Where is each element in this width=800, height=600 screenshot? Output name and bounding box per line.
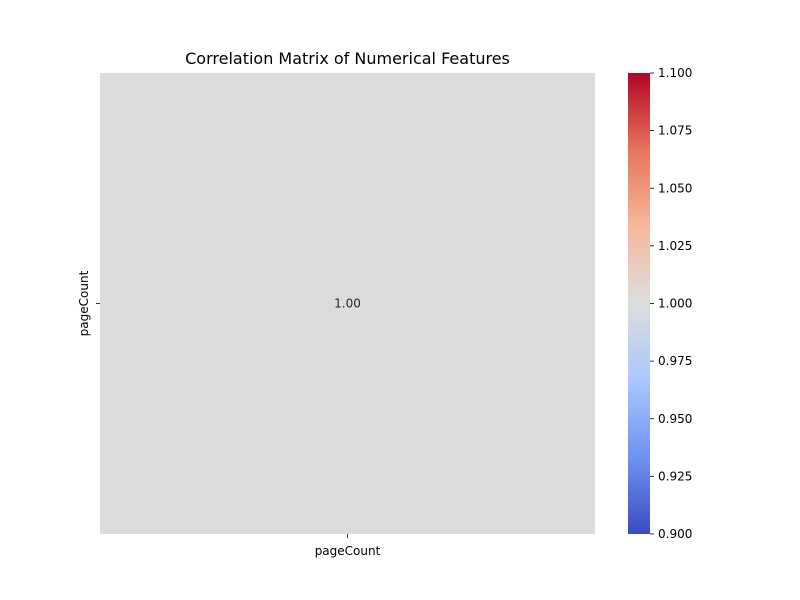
colorbar-tick-label: 0.950: [658, 412, 692, 426]
colorbar-tick-label: 1.025: [658, 239, 692, 253]
colorbar-gradient: [628, 73, 650, 534]
heatmap-cell-label: 1.00: [334, 297, 361, 311]
x-tick-label: pageCount: [315, 544, 381, 558]
x-axis: pageCount: [315, 534, 381, 558]
colorbar-ticks: 0.900 0.925 0.950 0.975 1.000 1.025 1.050 1.075…: [650, 66, 692, 541]
colorbar-tick-label: 1.100: [658, 66, 692, 80]
colorbar-tick-label: 1.075: [658, 124, 692, 138]
heatmap-cell: [100, 73, 595, 534]
colorbar: 0.900 0.925 0.950 0.975 1.000 1.025 1.050 1.075…: [628, 66, 692, 541]
chart-title: Correlation Matrix of Numerical Features: [185, 49, 510, 68]
colorbar-tick-label: 0.975: [658, 354, 692, 368]
colorbar-tick-label: 1.050: [658, 181, 692, 195]
colorbar-tick-label: 0.900: [658, 527, 692, 541]
heatmap-cells: 1.00: [100, 73, 595, 534]
y-tick-label: pageCount: [77, 270, 91, 336]
colorbar-tick-label: 1.000: [658, 297, 692, 311]
y-axis: pageCount: [77, 270, 100, 336]
colorbar-tick-label: 0.925: [658, 469, 692, 483]
